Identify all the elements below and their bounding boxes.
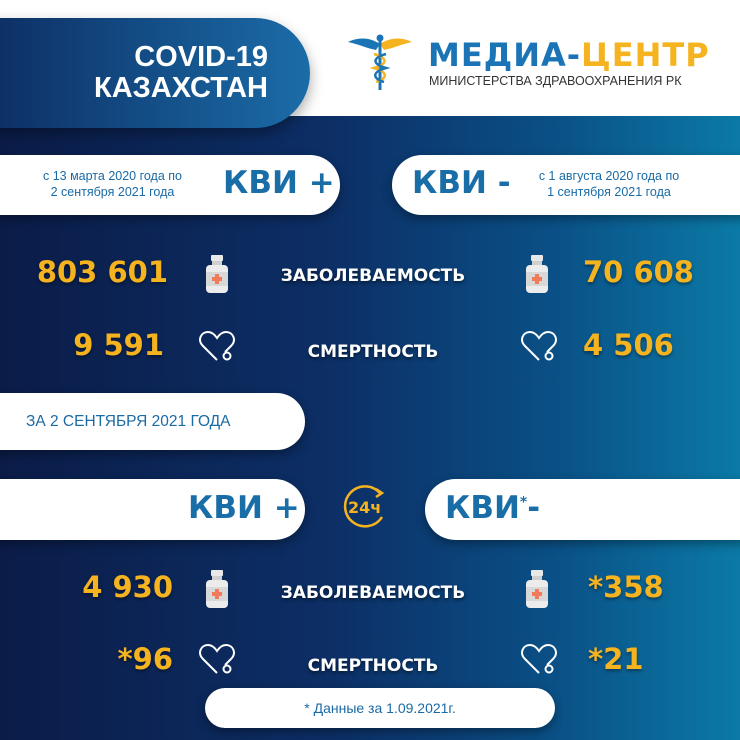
daily-deaths-label: СМЕРТНОСТЬ	[307, 656, 439, 676]
24h-badge: 24ч	[348, 498, 381, 517]
footnote: * Данные за 1.09.2021г.	[304, 700, 456, 716]
medicine-bottle-icon	[205, 255, 229, 298]
cumulative-minus-cases: 70 608	[583, 255, 694, 289]
daily-kvi-plus-label: КВИ +	[188, 490, 300, 526]
daily-plus-deaths: *96	[117, 642, 173, 676]
period-line1: с 1 августа 2020 года по	[538, 169, 680, 183]
heart-icon	[198, 643, 236, 682]
cases-label: ЗАБОЛЕВАЕМОСТЬ	[280, 266, 466, 286]
heart-icon	[520, 330, 558, 369]
deaths-label: СМЕРТНОСТЬ	[307, 342, 439, 362]
medicine-bottle-icon	[205, 570, 229, 613]
period-line2: 1 сентября 2021 года	[547, 185, 671, 199]
date-pill: ЗА 2 СЕНТЯБРЯ 2021 ГОДА	[0, 393, 305, 450]
heart-icon	[520, 643, 558, 682]
daily-cases-label: ЗАБОЛЕВАЕМОСТЬ	[280, 583, 466, 603]
medicine-bottle-icon	[525, 255, 549, 298]
title-banner: COVID-19 КАЗАХСТАН	[0, 18, 310, 128]
period-line1: с 13 марта 2020 года по	[42, 169, 182, 183]
footnote-pill: * Данные за 1.09.2021г.	[205, 688, 555, 728]
daily-minus-deaths: *21	[588, 642, 644, 676]
caduceus-icon	[348, 34, 412, 90]
period-line2: 2 сентября 2021 года	[50, 185, 175, 199]
cumulative-plus-cases: 803 601	[36, 255, 168, 289]
title-line1: COVID-19	[134, 41, 268, 73]
heart-icon	[198, 330, 236, 369]
cumulative-minus-deaths: 4 506	[583, 328, 674, 362]
daily-kvi-minus-pill: КВИ*-	[425, 479, 740, 540]
daily-kvi-plus-pill: КВИ +	[0, 479, 305, 540]
daily-plus-cases: 4 930	[82, 570, 173, 604]
brand-subtitle: МИНИСТЕРСТВА ЗДРАВООХРАНЕНИЯ РК	[429, 74, 682, 88]
kvi-plus-period-pill: с 13 марта 2020 года по 2 сентября 2021 г…	[0, 155, 340, 215]
medicine-bottle-icon	[525, 570, 549, 613]
title-line2: КАЗАХСТАН	[94, 72, 268, 104]
daily-minus-cases: *358	[588, 570, 664, 604]
cumulative-plus-deaths: 9 591	[73, 328, 164, 362]
kvi-plus-label: КВИ +	[223, 165, 335, 201]
brand-name: МЕДИА-ЦЕНТР	[428, 36, 710, 74]
kvi-minus-period-pill: КВИ - с 1 августа 2020 года по 1 сентября…	[392, 155, 740, 215]
24h-clock-icon: 24ч	[343, 485, 385, 528]
date-label: ЗА 2 СЕНТЯБРЯ 2021 ГОДА	[26, 413, 231, 430]
kvi-minus-label: КВИ -	[412, 165, 511, 201]
daily-kvi-minus-label: КВИ*-	[445, 490, 541, 526]
